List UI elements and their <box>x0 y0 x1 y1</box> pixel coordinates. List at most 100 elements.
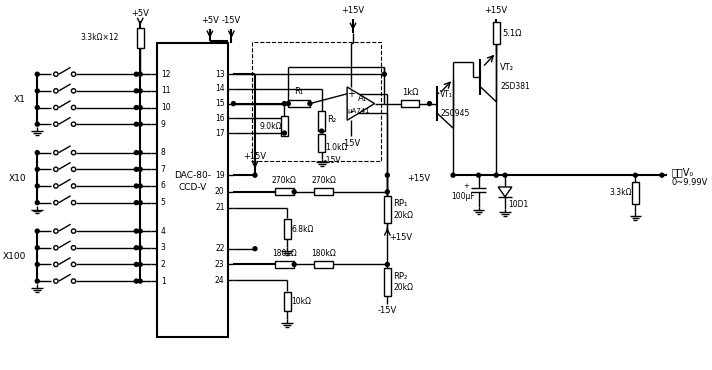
Circle shape <box>71 184 75 188</box>
Circle shape <box>36 201 39 205</box>
Circle shape <box>53 262 58 267</box>
Circle shape <box>53 246 58 250</box>
Circle shape <box>71 246 75 250</box>
Text: 180kΩ: 180kΩ <box>311 249 336 258</box>
Circle shape <box>427 102 431 105</box>
Text: 1: 1 <box>161 277 166 286</box>
Circle shape <box>135 229 138 233</box>
Circle shape <box>53 229 58 233</box>
Circle shape <box>382 72 387 76</box>
Text: RP₁: RP₁ <box>393 199 407 208</box>
Text: 3.3kΩ×12: 3.3kΩ×12 <box>80 33 119 43</box>
Circle shape <box>53 151 58 155</box>
Text: +15V: +15V <box>485 6 508 15</box>
Bar <box>284 219 290 239</box>
Text: 3: 3 <box>161 243 166 252</box>
Circle shape <box>385 173 389 177</box>
Text: 270kΩ: 270kΩ <box>272 176 297 185</box>
Circle shape <box>71 89 75 93</box>
Text: 7: 7 <box>161 165 166 174</box>
Circle shape <box>71 122 75 127</box>
Text: 1kΩ: 1kΩ <box>402 88 418 97</box>
Text: 11: 11 <box>161 86 170 95</box>
Circle shape <box>503 173 507 177</box>
Text: 14: 14 <box>215 84 224 93</box>
Bar <box>318 134 325 152</box>
Circle shape <box>476 173 481 177</box>
Text: 4: 4 <box>161 226 166 236</box>
Circle shape <box>138 279 142 283</box>
Text: -: - <box>350 107 353 117</box>
Bar <box>314 261 333 268</box>
Circle shape <box>138 246 142 250</box>
Text: +15V: +15V <box>244 152 266 161</box>
Bar <box>314 188 333 195</box>
Bar <box>318 111 325 131</box>
Text: +15V: +15V <box>389 233 412 242</box>
Text: 20kΩ: 20kΩ <box>393 211 413 220</box>
Text: -15V: -15V <box>342 139 361 148</box>
Text: 270kΩ: 270kΩ <box>311 176 336 185</box>
Circle shape <box>135 151 138 155</box>
Text: +: + <box>347 89 355 99</box>
Circle shape <box>138 262 142 266</box>
Text: -15V: -15V <box>323 155 341 165</box>
Circle shape <box>53 184 58 188</box>
Text: 3.3kΩ: 3.3kΩ <box>609 188 632 197</box>
Circle shape <box>320 129 323 133</box>
Text: VT₂: VT₂ <box>500 63 514 72</box>
Circle shape <box>53 105 58 110</box>
Circle shape <box>36 122 39 126</box>
Bar <box>632 182 639 204</box>
Bar <box>284 292 290 312</box>
Circle shape <box>138 105 142 110</box>
Circle shape <box>135 122 138 126</box>
Circle shape <box>53 279 58 283</box>
Circle shape <box>138 89 142 93</box>
Text: X100: X100 <box>3 252 26 261</box>
Bar <box>401 100 419 107</box>
Circle shape <box>36 72 39 76</box>
Text: μA741: μA741 <box>347 108 370 114</box>
Circle shape <box>71 72 75 76</box>
Text: +15V: +15V <box>407 174 430 183</box>
Text: R₁: R₁ <box>295 87 304 96</box>
Text: +: + <box>463 183 468 189</box>
Circle shape <box>36 229 39 233</box>
Text: 2SC945: 2SC945 <box>440 108 470 118</box>
Circle shape <box>36 246 39 250</box>
Text: 5.1Ω: 5.1Ω <box>502 28 522 37</box>
Circle shape <box>286 102 290 105</box>
Bar <box>384 268 391 296</box>
Text: 19: 19 <box>215 171 224 180</box>
Text: A₁: A₁ <box>358 94 367 103</box>
Circle shape <box>494 173 498 177</box>
Text: 20kΩ: 20kΩ <box>393 283 413 292</box>
Text: -15V: -15V <box>378 306 397 314</box>
Circle shape <box>231 102 236 105</box>
Circle shape <box>53 201 58 205</box>
Text: VT₁: VT₁ <box>440 90 453 99</box>
Circle shape <box>135 72 138 76</box>
Text: 9: 9 <box>161 120 166 129</box>
Circle shape <box>634 173 637 177</box>
Circle shape <box>36 279 39 283</box>
Circle shape <box>660 173 664 177</box>
Bar <box>281 116 288 136</box>
Text: X10: X10 <box>9 174 26 183</box>
Circle shape <box>53 122 58 127</box>
Circle shape <box>135 262 138 266</box>
Circle shape <box>253 247 257 251</box>
Circle shape <box>36 167 39 171</box>
Circle shape <box>385 262 389 266</box>
Circle shape <box>53 89 58 93</box>
Circle shape <box>71 229 75 233</box>
Text: 9.0kΩ: 9.0kΩ <box>260 122 283 131</box>
Circle shape <box>36 105 39 110</box>
Text: +5V: +5V <box>131 9 150 18</box>
Circle shape <box>36 89 39 93</box>
Bar <box>137 28 144 48</box>
Text: 12: 12 <box>161 70 170 79</box>
Circle shape <box>308 102 312 105</box>
Circle shape <box>138 122 142 126</box>
